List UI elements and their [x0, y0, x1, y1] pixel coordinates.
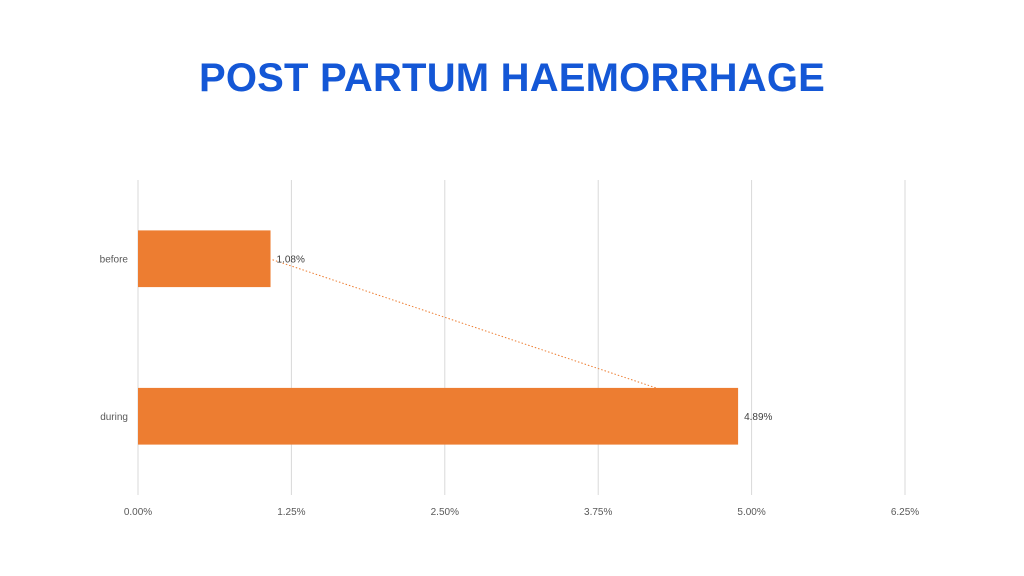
x-tick-label: 6.25%: [891, 507, 919, 518]
x-tick-label: 3.75%: [584, 507, 612, 518]
category-label: before: [100, 254, 129, 265]
x-tick-label: 5.00%: [737, 507, 765, 518]
gridlines: [137, 180, 906, 495]
data-label: 1.08%: [277, 254, 305, 265]
x-axis-tick-labels: 0.00% 1.25% 2.50% 3.75% 5.00% 6.25%: [124, 507, 919, 518]
bars: [138, 230, 739, 445]
trendline-layer: [272, 259, 657, 389]
data-label: 4.89%: [744, 412, 772, 423]
bar-during: [138, 387, 739, 445]
bar-before: [138, 230, 271, 288]
category-labels: before during: [100, 254, 129, 423]
slide-title: POST PARTUM HAEMORRHAGE: [198, 56, 826, 100]
x-tick-label: 0.00%: [124, 507, 152, 518]
x-tick-label: 1.25%: [277, 507, 305, 518]
trendline: [272, 259, 657, 389]
x-tick-label: 2.50%: [431, 507, 459, 518]
data-labels: 1.08% 4.89%: [277, 254, 773, 423]
category-label: during: [100, 412, 128, 423]
